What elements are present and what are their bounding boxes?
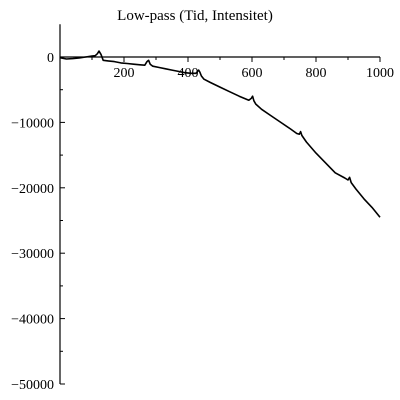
y-tick-label: −20000 [11,182,54,197]
y-axis: 0 −10000 −20000 −30000 −40000 −50000 [11,24,65,393]
y-tick-label: −10000 [11,116,54,131]
series-layer [59,50,381,218]
chart-title: Low-pass (Tid, Intensitet) [117,8,273,24]
y-tick-label: 0 [47,51,54,66]
x-axis: 200 400 600 800 1000 [60,56,394,81]
y-tick-label: −40000 [11,313,54,328]
y-tick-label: −30000 [11,247,54,262]
x-tick-label: 1000 [366,66,394,81]
x-tick-label: 800 [306,66,327,81]
x-tick-label: 200 [114,66,135,81]
series-line [59,50,381,218]
x-tick-label: 600 [242,66,263,81]
y-tick-label: −50000 [11,378,54,393]
